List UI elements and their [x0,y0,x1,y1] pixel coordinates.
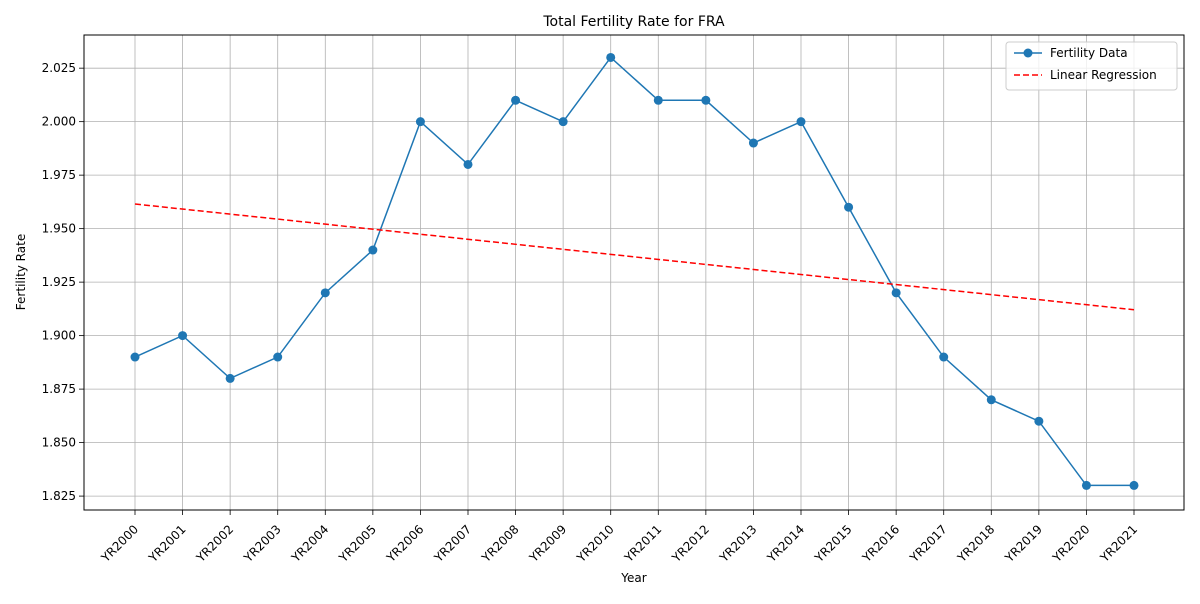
x-tick-label: YR2019 [1002,522,1045,565]
x-tick-label: YR2008 [478,522,521,565]
x-tick-label: YR2017 [907,522,950,565]
x-tick-label: YR2016 [859,522,902,565]
fertility-data-point [701,95,711,105]
x-tick-label: YR2015 [811,522,854,565]
x-tick-label: YR2011 [621,522,664,565]
x-tick-label: YR2003 [241,522,284,565]
legend: Fertility Data Linear Regression [1005,41,1178,91]
fertility-data-point [653,95,663,105]
x-tick-label: YR2018 [954,522,997,565]
x-tick-label: YR2006 [383,522,426,565]
grid-lines [84,35,1184,510]
y-tick-label: 1.825 [42,489,76,503]
x-tick-label: YR2020 [1049,522,1092,565]
legend-fertility-label: Fertility Data [1050,46,1128,60]
fertility-data-point [368,245,378,255]
legend-frame [1005,41,1178,91]
y-tick-label: 1.975 [42,168,76,182]
fertility-data-point [606,52,616,62]
fertility-data-point [891,288,901,298]
fertility-data-point [1034,416,1044,426]
fertility-data-point [1081,480,1091,490]
plot-area-frame [83,34,1185,511]
x-tick-label: YR2010 [574,522,617,565]
fertility-data-point [511,95,521,105]
y-tick-label: 2.025 [42,61,76,75]
x-tick-label: YR2005 [336,522,379,565]
y-tick-label: 1.950 [42,222,76,236]
fertility-data-point [415,117,425,127]
y-tick-label: 1.850 [42,436,76,450]
fertility-data-point [986,395,996,405]
fertility-data-point [273,352,283,362]
x-axis-label: Year [620,571,646,585]
legend-fertility-marker [1023,48,1033,58]
x-tick-label: YR2009 [526,522,569,565]
fertility-data-point [748,138,758,148]
x-tick-label: YR2004 [288,522,331,565]
fertility-data-point [844,202,854,212]
fertility-data-point [225,373,235,383]
legend-regression-label: Linear Regression [1050,68,1157,82]
fertility-data-point [463,159,473,169]
fertility-data-point [178,331,188,341]
x-tick-label: YR2012 [669,522,712,565]
fertility-data-point [130,352,140,362]
y-tick-label: 1.900 [42,329,76,343]
ticks: YR2000 YR2001 YR2002 YR2003 YR2004 YR2005 YR20… [42,61,1140,565]
fertility-data-point [939,352,949,362]
x-tick-label: YR2013 [716,522,759,565]
x-tick-label: YR2021 [1097,522,1140,565]
y-tick-label: 1.925 [42,275,76,289]
y-tick-label: 1.875 [42,382,76,396]
fertility-data-point [1129,480,1139,490]
y-axis-label: Fertility Rate [14,234,28,310]
x-tick-label: YR2014 [764,522,807,565]
fertility-data-point [558,117,568,127]
linear-regression-line [134,203,1135,311]
fertility-data-line [134,56,1134,487]
x-tick-label: YR2001 [145,522,188,565]
fertility-data-point [320,288,330,298]
chart-title: Total Fertility Rate for FRA [542,14,725,30]
y-tick-label: 2.000 [42,115,76,129]
x-tick-label: YR2000 [98,522,141,565]
x-tick-label: YR2007 [431,522,474,565]
fertility-data-point [796,117,806,127]
series-layer [130,52,1139,490]
x-tick-label: YR2002 [193,522,236,565]
